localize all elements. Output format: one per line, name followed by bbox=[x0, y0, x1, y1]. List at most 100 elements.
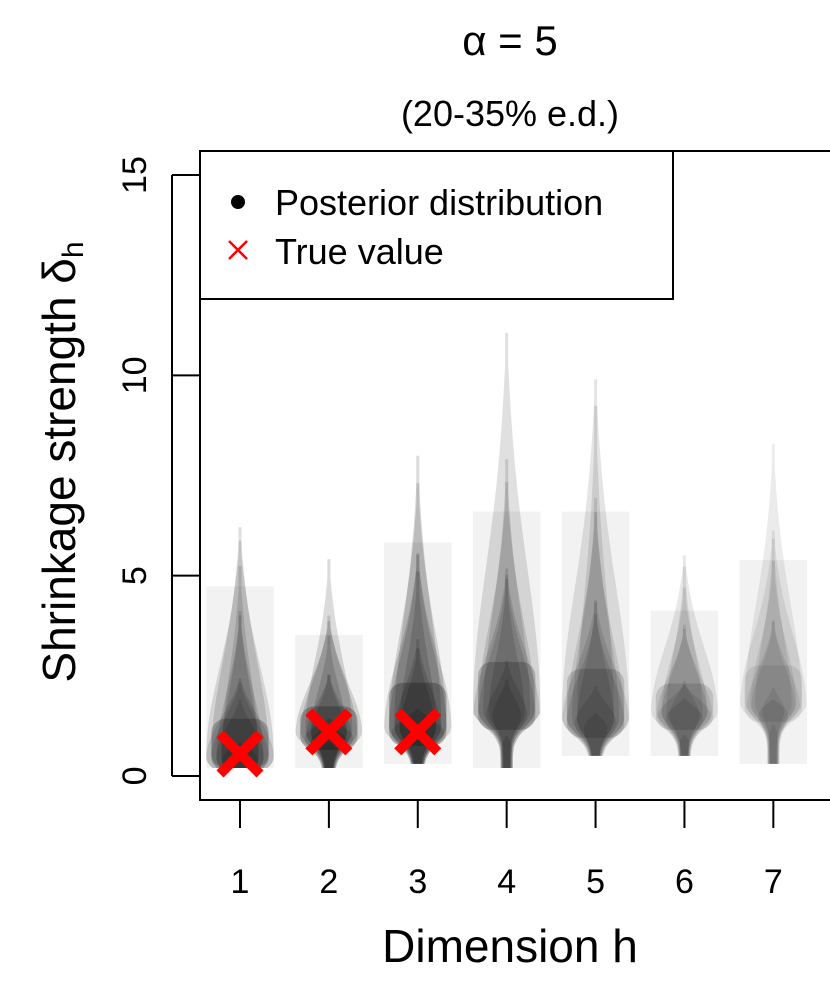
violin-core bbox=[477, 661, 536, 730]
true-value-stroke bbox=[394, 708, 442, 756]
x-axis-label: Dimension h bbox=[382, 920, 638, 972]
violin-band bbox=[739, 560, 808, 764]
violin-layer bbox=[473, 568, 540, 768]
violin-layer bbox=[744, 444, 802, 764]
true-value-marker bbox=[394, 708, 442, 756]
violin-layer bbox=[669, 681, 700, 756]
violin-layer bbox=[216, 615, 264, 768]
violin-layer bbox=[206, 678, 274, 768]
violin-core bbox=[655, 683, 714, 730]
violin-layer bbox=[483, 459, 531, 768]
legend-dot-icon bbox=[231, 195, 245, 209]
violin-layer bbox=[488, 578, 525, 768]
violin-layer bbox=[762, 687, 785, 764]
y-axis-label: Shrinkage strength δh bbox=[33, 241, 90, 682]
violin-band bbox=[561, 511, 630, 756]
violin-layer bbox=[577, 602, 614, 756]
violin-band bbox=[295, 634, 363, 768]
violin-core bbox=[389, 682, 447, 746]
true-value-marker bbox=[216, 730, 264, 778]
chart-subtitle: (20-35% e.d.) bbox=[401, 93, 619, 134]
y-tick-label: 5 bbox=[116, 566, 154, 585]
violin-band bbox=[472, 511, 541, 768]
legend-label-true-value: True value bbox=[275, 231, 444, 272]
violin-core bbox=[566, 668, 625, 738]
violin-layer bbox=[320, 742, 338, 768]
violin-layer bbox=[561, 379, 630, 756]
violin-layer bbox=[751, 621, 796, 764]
violin-layer bbox=[666, 566, 703, 756]
violin-dimension-4 bbox=[472, 333, 541, 768]
violin-group bbox=[206, 333, 808, 768]
violin-layer bbox=[486, 660, 528, 768]
violin-layer bbox=[567, 614, 624, 756]
x-tick-label: 4 bbox=[497, 863, 516, 901]
violin-layer bbox=[478, 574, 535, 768]
x-tick-label: 1 bbox=[231, 863, 250, 901]
violin-layer bbox=[562, 600, 629, 756]
x-tick-label: 6 bbox=[675, 863, 694, 901]
violin-layer bbox=[679, 734, 690, 756]
violin-layer bbox=[661, 625, 708, 756]
violin-core bbox=[744, 665, 803, 722]
y-axis-label-subscript: h bbox=[57, 241, 90, 258]
violin-dimension-7 bbox=[739, 444, 808, 764]
violin-layer bbox=[394, 455, 442, 764]
x-tick-label: 3 bbox=[408, 863, 427, 901]
violin-layer bbox=[389, 483, 447, 764]
legend-cross-icon bbox=[228, 240, 248, 260]
violin-layer bbox=[221, 566, 259, 768]
x-tick-label: 2 bbox=[319, 863, 338, 901]
violin-layer bbox=[300, 615, 358, 768]
violin-layer bbox=[572, 497, 620, 756]
violin-layer bbox=[394, 639, 441, 764]
true-value-stroke bbox=[305, 708, 353, 756]
violin-dimension-1 bbox=[206, 527, 274, 768]
violin-layer bbox=[746, 620, 800, 764]
violin-layer bbox=[750, 561, 797, 764]
y-tick-label: 0 bbox=[116, 767, 154, 786]
x-tick-label: 5 bbox=[586, 863, 605, 901]
violin-layer bbox=[657, 684, 712, 756]
true-value-group bbox=[216, 708, 442, 778]
violin-layer bbox=[478, 482, 536, 768]
x-axis: 1 2 3 4 5 6 7 bbox=[231, 800, 783, 901]
violin-layer bbox=[657, 628, 712, 756]
legend-box bbox=[199, 150, 674, 300]
y-axis-label-main: Shrinkage strength δ bbox=[33, 258, 85, 683]
violin-core bbox=[211, 718, 269, 768]
violin-layer bbox=[661, 587, 708, 756]
violin-layer bbox=[577, 405, 615, 756]
violin-layer bbox=[295, 621, 363, 768]
violin-dimension-3 bbox=[384, 455, 452, 764]
violin-layer bbox=[768, 725, 779, 764]
violin-layer bbox=[473, 333, 541, 768]
legend-label-posterior: Posterior distribution bbox=[275, 182, 603, 223]
violin-dimension-6 bbox=[650, 555, 719, 756]
legend: Posterior distribution True value bbox=[199, 150, 674, 300]
violin-layer bbox=[492, 679, 521, 768]
violin-layer bbox=[211, 682, 269, 768]
violin-layer bbox=[221, 610, 259, 768]
violin-layer bbox=[665, 698, 704, 756]
y-axis: 0 5 10 15 bbox=[116, 156, 200, 785]
true-value-marker bbox=[305, 708, 353, 756]
chart-title: α = 5 bbox=[462, 17, 558, 64]
violin-layer bbox=[583, 712, 608, 756]
true-value-stroke bbox=[216, 730, 264, 778]
violin-layer bbox=[211, 527, 269, 768]
violin-band bbox=[650, 610, 719, 756]
violin-layer bbox=[574, 686, 617, 756]
violin-layer bbox=[206, 540, 274, 768]
violin-layer bbox=[566, 512, 625, 756]
violin-layer bbox=[304, 718, 354, 768]
violin-layer bbox=[216, 699, 264, 768]
x-tick-label: 7 bbox=[764, 863, 783, 901]
violin-layer bbox=[755, 539, 792, 764]
violin-layer bbox=[758, 699, 788, 764]
y-tick-label: 10 bbox=[116, 356, 154, 394]
violin-layer bbox=[651, 555, 718, 756]
y-tick-label: 15 bbox=[116, 156, 154, 194]
violin-layer bbox=[500, 736, 513, 768]
